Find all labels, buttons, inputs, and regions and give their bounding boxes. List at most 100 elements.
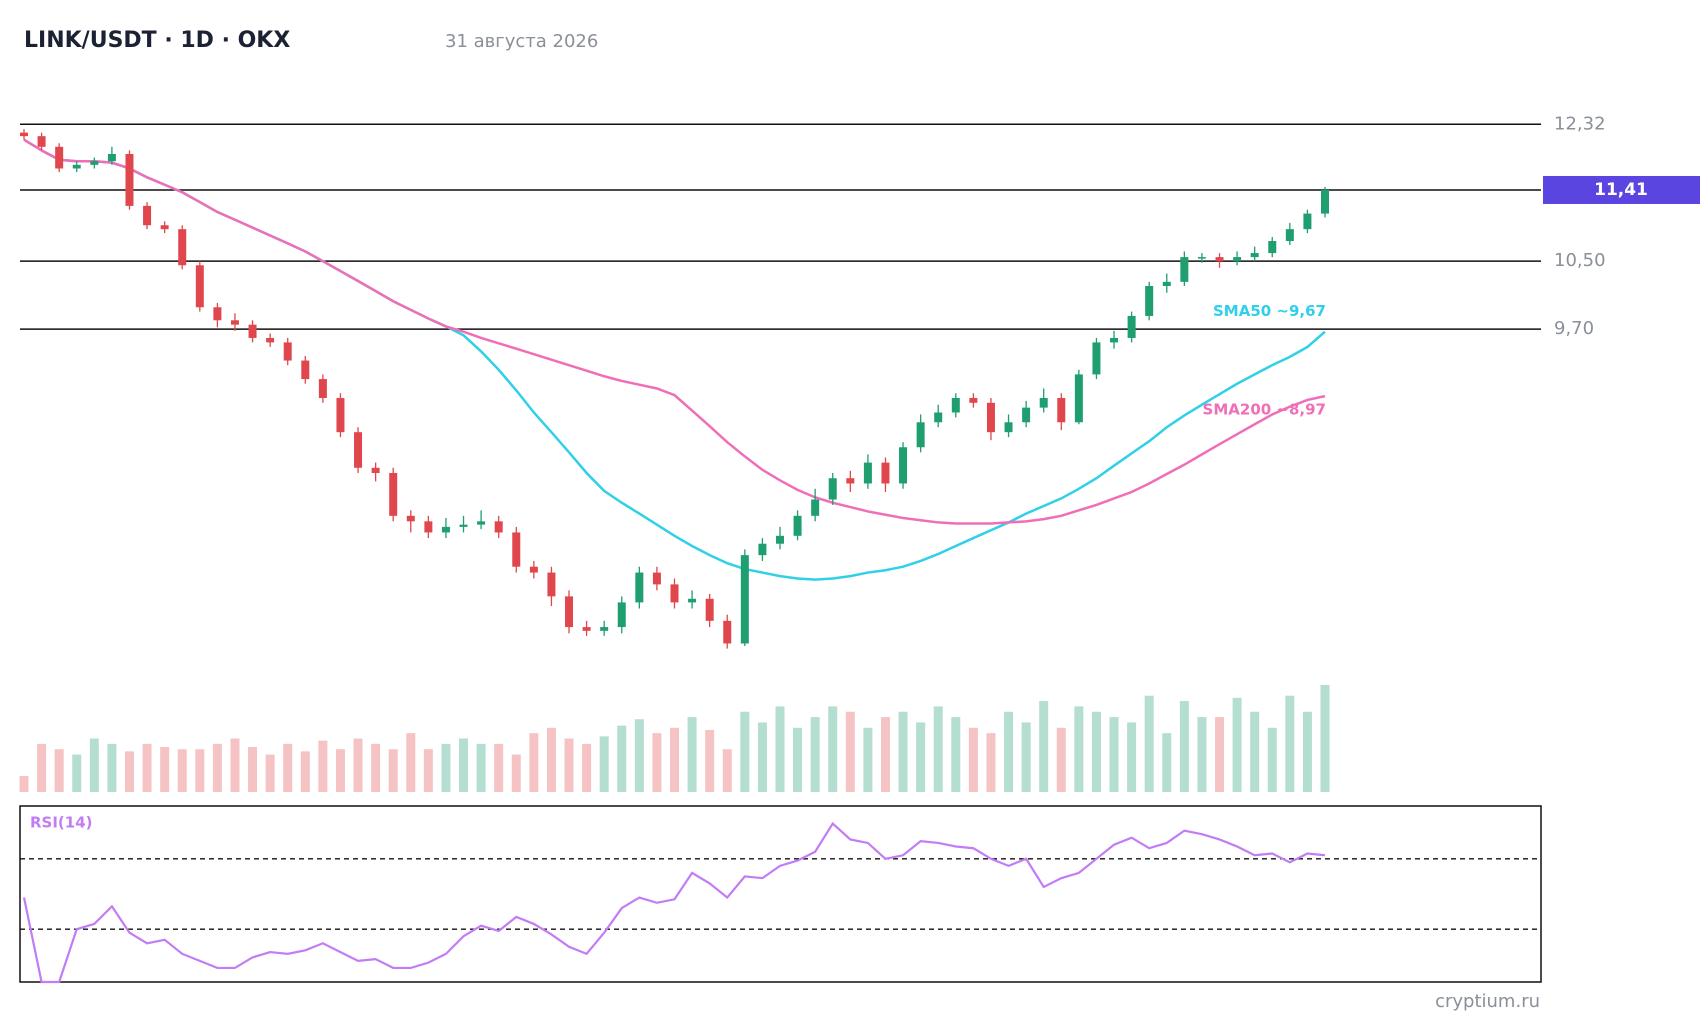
volume-bar [353,738,363,792]
sma-label: SMA50 ~9,67 [1213,302,1326,320]
volume-bar [1109,717,1119,792]
volume-bar [1302,711,1312,792]
candle-body [951,398,960,413]
volume-bar [880,717,890,792]
volume-bar [459,738,469,792]
volume-bar [124,751,134,792]
candle-body [1074,374,1083,423]
candle-body [371,467,380,473]
volume-bar [670,727,679,792]
volume-bar [863,727,873,792]
volume-bar [423,749,433,792]
volume-bar [265,754,275,792]
candle-body [441,526,450,533]
candle-body [635,572,644,603]
candle-body [565,596,574,628]
volume-bar [318,740,328,792]
candle-body [248,324,257,338]
volume-bar [634,719,644,792]
candle-body [160,225,169,230]
y-tick-label: 10,50 [1554,250,1606,271]
last-price-label: 11,41 [1594,180,1648,200]
volume-bar [494,743,504,792]
candle-body [283,342,292,361]
volume-bar [511,754,521,792]
candle-body [916,422,925,448]
candle-body [178,229,187,266]
candle-body [1197,257,1206,259]
candle-body [1092,342,1101,375]
volume-bar [1250,711,1260,792]
volume-bar [1162,733,1172,792]
sma-label: SMA200 ~8,97 [1203,401,1326,419]
candle-body [1180,257,1189,282]
candle-body [266,337,275,343]
volume-bar [916,722,926,792]
volume-bar [19,775,29,792]
volume-bar [335,749,345,792]
candle-body [318,379,327,399]
volume-bar [740,711,750,792]
volume-bar [195,749,205,792]
volume-bar [212,743,222,792]
volume-bar [283,743,293,792]
rsi-line [22,821,1326,984]
volume-bar [1285,695,1295,792]
volume-bar [1004,711,1014,792]
candle-body [406,515,415,522]
candle-body [846,478,855,484]
volume-bar [1215,717,1225,792]
sma-line [23,138,1326,581]
candle-body [547,572,556,597]
candle-body [336,398,345,433]
candle-body [758,543,767,556]
volume-bar [72,754,82,792]
volume-bar [1320,685,1330,792]
candle-body [512,532,521,567]
volume-bar [89,738,99,792]
candle-body [1250,253,1259,258]
volume-bar [1021,722,1031,792]
volume-bar [775,706,785,792]
candle-body [1022,407,1031,423]
candle-body [617,602,626,628]
volume-bar [388,749,398,792]
candle-body [1162,281,1171,287]
volume-bar [793,727,803,792]
candle-body [828,478,837,500]
candle-body [1004,422,1013,433]
volume-bar [1056,727,1066,792]
candle-body [37,136,46,147]
volume-bar [177,749,187,792]
candle-body [1233,257,1242,262]
candle-body [811,499,820,516]
sma-line [23,138,1326,525]
candle-body [600,627,609,631]
volume-bar [406,733,416,792]
volume-bar [652,733,662,792]
candle-body [143,205,152,226]
volume-bar [757,722,767,792]
candle-body [1303,213,1312,230]
volume-bar [898,711,908,792]
candle-body [301,360,310,380]
rsi-panel [19,805,1542,983]
volume-bar [142,743,152,792]
volume-bar [37,743,47,792]
volume-bar [1197,717,1207,792]
candle-body [55,146,64,169]
volume-bar [968,727,978,792]
volume-bar [230,738,240,792]
volume-bar [1074,706,1084,792]
candle-body [582,627,591,631]
candle-body [125,153,134,206]
footer: cryptium.ru [1435,991,1540,1012]
volume-bar [722,749,732,792]
candle-body [863,462,872,484]
candle-body [969,398,978,403]
candle-body [195,265,204,308]
candle-body [793,515,802,536]
candle-body [213,307,222,321]
